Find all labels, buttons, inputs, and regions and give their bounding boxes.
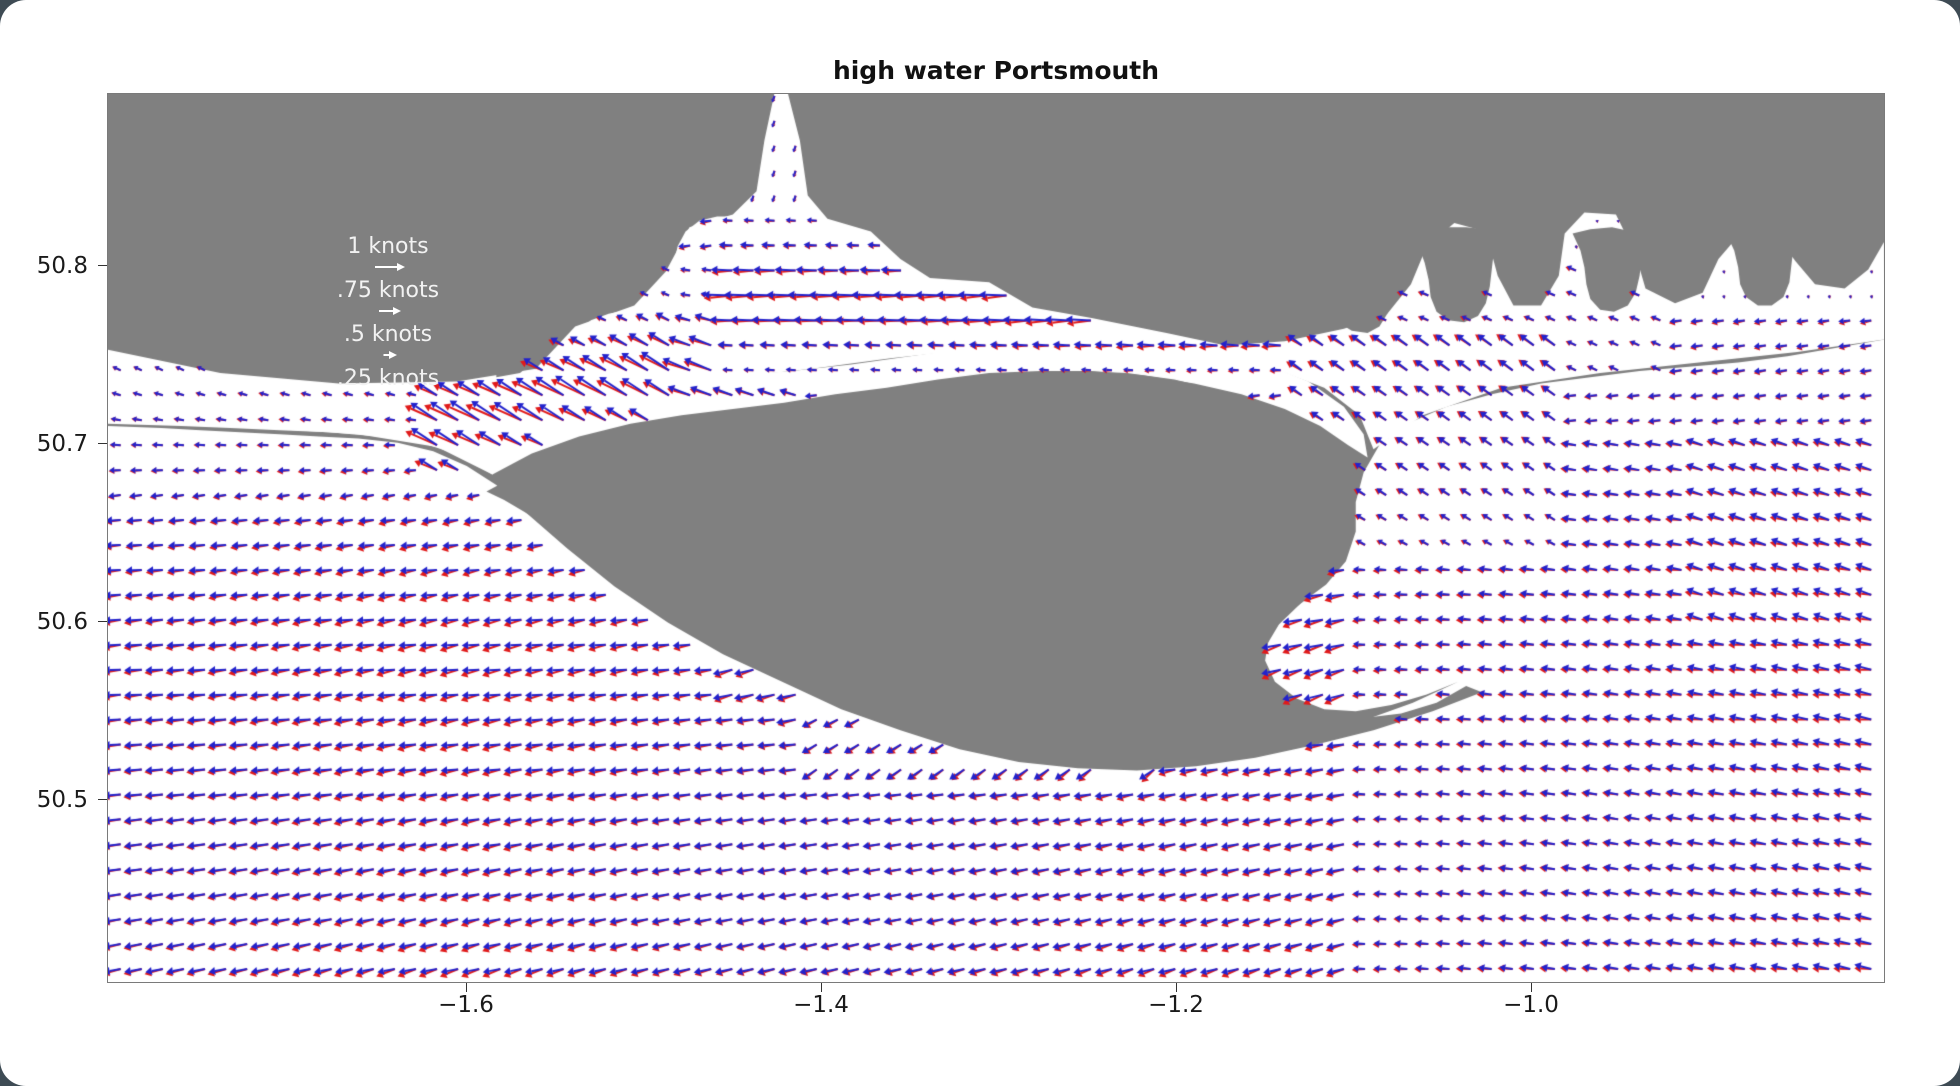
legend-item: .5 knots — [278, 322, 498, 360]
x-tick-label-minus-1-4: −1.4 — [793, 992, 849, 1018]
x-tick-mark — [466, 983, 467, 992]
y-tick-mark — [98, 621, 107, 622]
y-tick-label-50-7: 50.7 — [36, 431, 88, 457]
current-vector-field — [108, 94, 1884, 982]
map-axes: 1 knots .75 knots .5 knots .25 knots — [107, 93, 1885, 983]
x-tick-label-minus-1-6: −1.6 — [438, 992, 494, 1018]
legend-label: 1 knots — [347, 234, 429, 259]
x-tick-mark — [1531, 983, 1532, 992]
scale-legend: 1 knots .75 knots .5 knots .25 knots — [278, 234, 498, 410]
legend-arrow-1-knot — [278, 262, 498, 272]
page-title: high water Portsmouth — [832, 56, 1160, 85]
x-tick-mark — [1176, 983, 1177, 992]
legend-item: .75 knots — [278, 278, 498, 316]
y-tick-label-50-6: 50.6 — [36, 609, 88, 635]
legend-arrow-075-knot — [278, 306, 498, 316]
legend-label: .25 knots — [336, 366, 440, 391]
x-tick-label-minus-1-0: −1.0 — [1503, 992, 1559, 1018]
legend-arrow-025-knot — [278, 394, 498, 404]
legend-item: .25 knots — [278, 366, 498, 404]
legend-label: .5 knots — [343, 322, 433, 347]
y-tick-mark — [98, 265, 107, 266]
legend-arrow-05-knot — [278, 350, 498, 360]
y-tick-mark — [98, 799, 107, 800]
x-tick-mark — [821, 983, 822, 992]
legend-item: 1 knots — [278, 234, 498, 272]
x-tick-label-minus-1-2: −1.2 — [1148, 992, 1204, 1018]
y-tick-label-50-5: 50.5 — [36, 787, 88, 813]
legend-label: .75 knots — [336, 278, 440, 303]
y-tick-mark — [98, 443, 107, 444]
y-tick-label-50-8: 50.8 — [36, 253, 88, 279]
chart-title-container: high water Portsmouth — [107, 56, 1885, 85]
